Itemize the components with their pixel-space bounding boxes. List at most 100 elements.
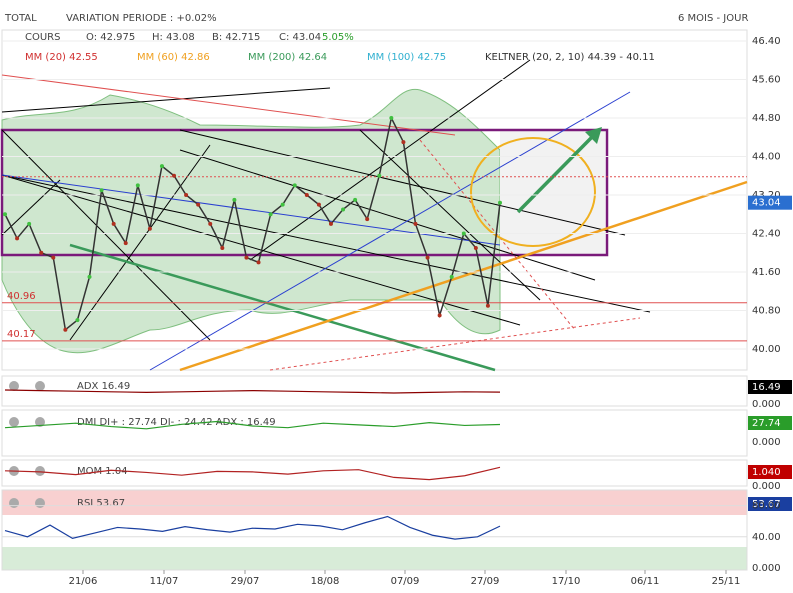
price-point (292, 183, 297, 188)
legend-item: O: 42.975 (86, 32, 135, 43)
badge-label: 16.49 (752, 382, 781, 393)
y-tick-label: 45.60 (752, 75, 781, 86)
x-tick-label: 21/06 (69, 576, 98, 587)
badge-label: 27.74 (752, 418, 781, 429)
x-tick-label: 17/10 (552, 576, 581, 587)
price-point (244, 255, 249, 260)
variation: VARIATION PERIODE : +0.02% (66, 13, 217, 24)
price-point (147, 226, 152, 231)
zero-label: 0.000 (752, 481, 781, 492)
legend-item: MM (200) 42.64 (248, 52, 327, 63)
trend-line (179, 149, 596, 281)
rectangle (0, 128, 609, 257)
price-point (280, 202, 285, 207)
price-point (498, 200, 502, 205)
icon[interactable] (35, 466, 45, 476)
x-tick-label: 06/11 (631, 576, 660, 587)
indicator-line (4, 515, 501, 540)
icon[interactable] (35, 381, 45, 391)
trend-line (69, 144, 211, 341)
price-point (316, 202, 321, 207)
legend-item: COURS (25, 32, 60, 43)
trend-line (1, 74, 456, 136)
y-tick-label: 41.60 (752, 267, 781, 278)
price-point (111, 221, 116, 226)
legend-item: KELTNER (20, 2, 10) 44.39 - 40.11 (485, 52, 655, 63)
trend-line (1, 179, 61, 236)
y-tick-label: 40.80 (752, 306, 781, 317)
badge (748, 416, 792, 430)
price-point (75, 318, 80, 323)
y-tick-label: 46.40 (752, 36, 781, 47)
price-point (27, 221, 32, 226)
oversold-zone (2, 547, 747, 570)
last-badge (748, 195, 792, 210)
indicator-line (4, 466, 501, 481)
period: 6 MOIS - JOUR (678, 13, 748, 24)
y-tick-label: 40.00 (752, 532, 781, 543)
price-point (123, 241, 128, 246)
panel (1, 489, 748, 571)
x-tick-label: 27/09 (471, 576, 500, 587)
price-point (51, 255, 56, 260)
price-point (172, 173, 177, 178)
legend-item: MM (20) 42.55 (25, 52, 98, 63)
price-point (15, 236, 20, 241)
x-tick-label: 25/11 (712, 576, 741, 587)
legend-item: H: 43.08 (152, 32, 195, 43)
indicator-label: DMI DI+ : 27.74 DI- : 24.42 ADX : 16.49 (77, 417, 276, 428)
price-point (256, 260, 261, 265)
icon[interactable] (35, 417, 45, 427)
trend-line (1, 129, 211, 341)
y-tick-label: 44.80 (752, 113, 781, 124)
legend-item: MM (100) 42.75 (367, 52, 446, 63)
price-point (99, 188, 104, 193)
panel (1, 459, 748, 487)
price-point (401, 140, 406, 145)
price-point (159, 164, 164, 169)
price-point (341, 207, 346, 212)
price-point (208, 221, 213, 226)
x-tick-label: 18/08 (311, 576, 340, 587)
trend-line (269, 317, 641, 371)
icon[interactable] (9, 417, 19, 427)
legend-item: B: 42.715 (212, 32, 260, 43)
trend-line (419, 139, 576, 331)
price-point (268, 212, 273, 217)
price-point (304, 193, 309, 197)
y-tick-label: 44.00 (752, 152, 781, 163)
zone (500, 130, 605, 255)
price-line (4, 115, 501, 332)
x-tick-label: 29/07 (231, 576, 260, 587)
badge (748, 465, 792, 479)
price-point (485, 303, 490, 308)
symbol: TOTAL (4, 13, 37, 24)
price-point (353, 197, 358, 202)
price-point (365, 217, 370, 222)
trend-line (179, 180, 748, 372)
price-point (3, 212, 7, 217)
price-point (135, 183, 140, 188)
y-tick-label: 43.20 (752, 190, 781, 201)
level-label: 40.96 (7, 291, 36, 302)
price-point (39, 250, 44, 255)
icon[interactable] (35, 498, 45, 508)
zero-label: 0.000 (752, 563, 781, 574)
price-point (63, 327, 68, 332)
arrow-head (585, 127, 602, 144)
indicator-label: RSI 53.67 (77, 498, 125, 509)
price-point (473, 245, 478, 250)
ellipse (470, 137, 596, 247)
badge-label: 1.040 (752, 467, 781, 478)
badge-label: 53.67 (752, 499, 781, 510)
icon[interactable] (9, 381, 19, 391)
trend-line (149, 91, 631, 371)
price-point (425, 255, 430, 260)
price-point (184, 193, 189, 197)
price-point (196, 202, 201, 207)
x-tick-label: 07/09 (391, 576, 420, 587)
trend-line (249, 59, 531, 261)
legend-item: C: 43.04 (279, 32, 321, 43)
icon[interactable] (9, 498, 19, 508)
badge (748, 497, 792, 511)
